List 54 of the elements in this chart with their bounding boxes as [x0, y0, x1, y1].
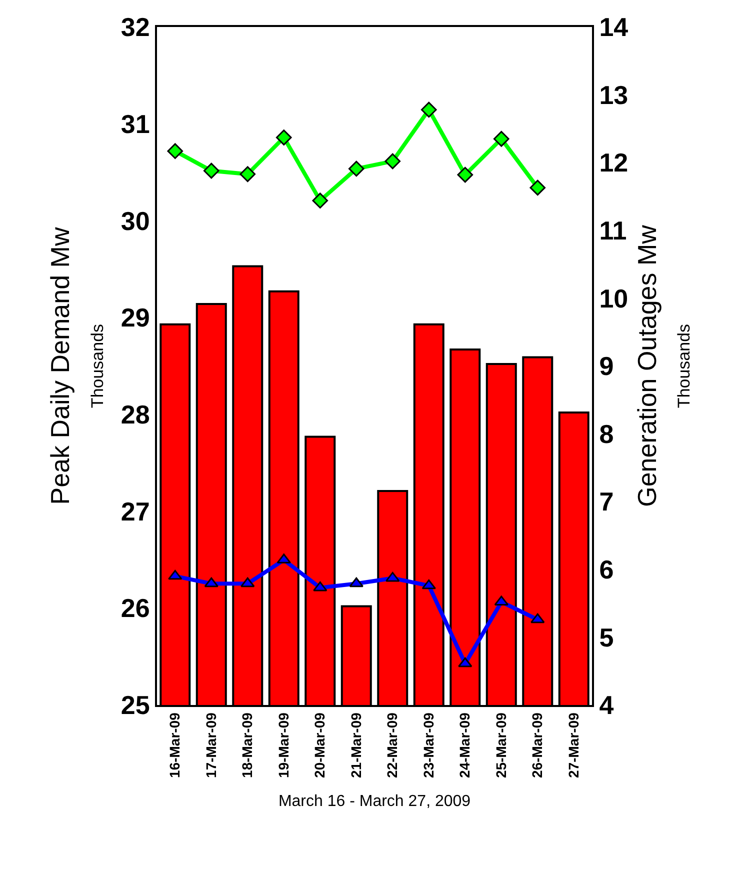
y-tick-label: 28 [120, 400, 150, 430]
x-tick-label: 21-Mar-09 [348, 712, 364, 778]
y2-tick-label: 4 [599, 690, 614, 720]
y2-tick-label: 8 [599, 418, 614, 449]
x-tick-label: 16-Mar-09 [166, 712, 183, 778]
y2-tick-label: 12 [599, 148, 628, 178]
y-tick-label: 32 [120, 12, 150, 42]
y-tick-label: 31 [120, 108, 150, 139]
point [386, 572, 400, 582]
y2-tick-label: 9 [599, 351, 614, 382]
y2-tick-label: 13 [599, 80, 628, 110]
point [204, 577, 218, 588]
x-tick-label: 25-Mar-09 [492, 712, 509, 778]
point [313, 581, 328, 592]
point [312, 192, 328, 208]
x-axis-title: March 16 - March 27, 2009 [278, 793, 471, 810]
point [493, 130, 510, 147]
y2-tick-label: 7 [599, 486, 614, 517]
point [530, 613, 545, 624]
y-tick-label: 27 [120, 496, 150, 526]
y2-tick-label: 14 [599, 12, 629, 42]
point [530, 180, 546, 196]
y2-tick-label: 6 [599, 554, 614, 584]
x-tick-label: 17-Mar-09 [202, 712, 219, 778]
x-tick-label: 27-Mar-09 [565, 712, 582, 778]
x-tick-label: 26-Mar-09 [529, 712, 546, 778]
point [384, 153, 401, 170]
y2-tick-label: 5 [599, 622, 614, 652]
point [167, 143, 184, 159]
x-tick-label: 23-Mar-09 [420, 712, 436, 778]
point [276, 130, 292, 146]
point [203, 162, 220, 179]
y-tick-label: 26 [120, 593, 150, 624]
y2-tick-label: 11 [599, 216, 627, 246]
x-tick-label: 22-Mar-09 [384, 712, 400, 778]
point [457, 166, 474, 183]
x-tick-label: 19-Mar-09 [275, 712, 292, 778]
y-axis-title: Peak Daily Demand Mw Thousands [44, 227, 107, 505]
y-tick-label: 25 [120, 690, 150, 720]
point [348, 160, 364, 177]
y2-axis-title: Generation Outages Mw Thousands [632, 224, 694, 507]
point [168, 570, 182, 580]
x-tick-label: 18-Mar-09 [239, 712, 256, 778]
point [458, 657, 472, 668]
x-tick-label: 20-Mar-09 [312, 712, 328, 778]
y2-tick-label: 10 [599, 283, 628, 314]
y-tick-label: 30 [120, 206, 150, 236]
point [349, 577, 364, 588]
point [240, 577, 255, 588]
x-tick-label: 24-Mar-09 [456, 712, 473, 778]
point [420, 102, 437, 118]
point [240, 166, 256, 182]
y-tick-label: 29 [120, 302, 150, 333]
point [422, 579, 436, 590]
